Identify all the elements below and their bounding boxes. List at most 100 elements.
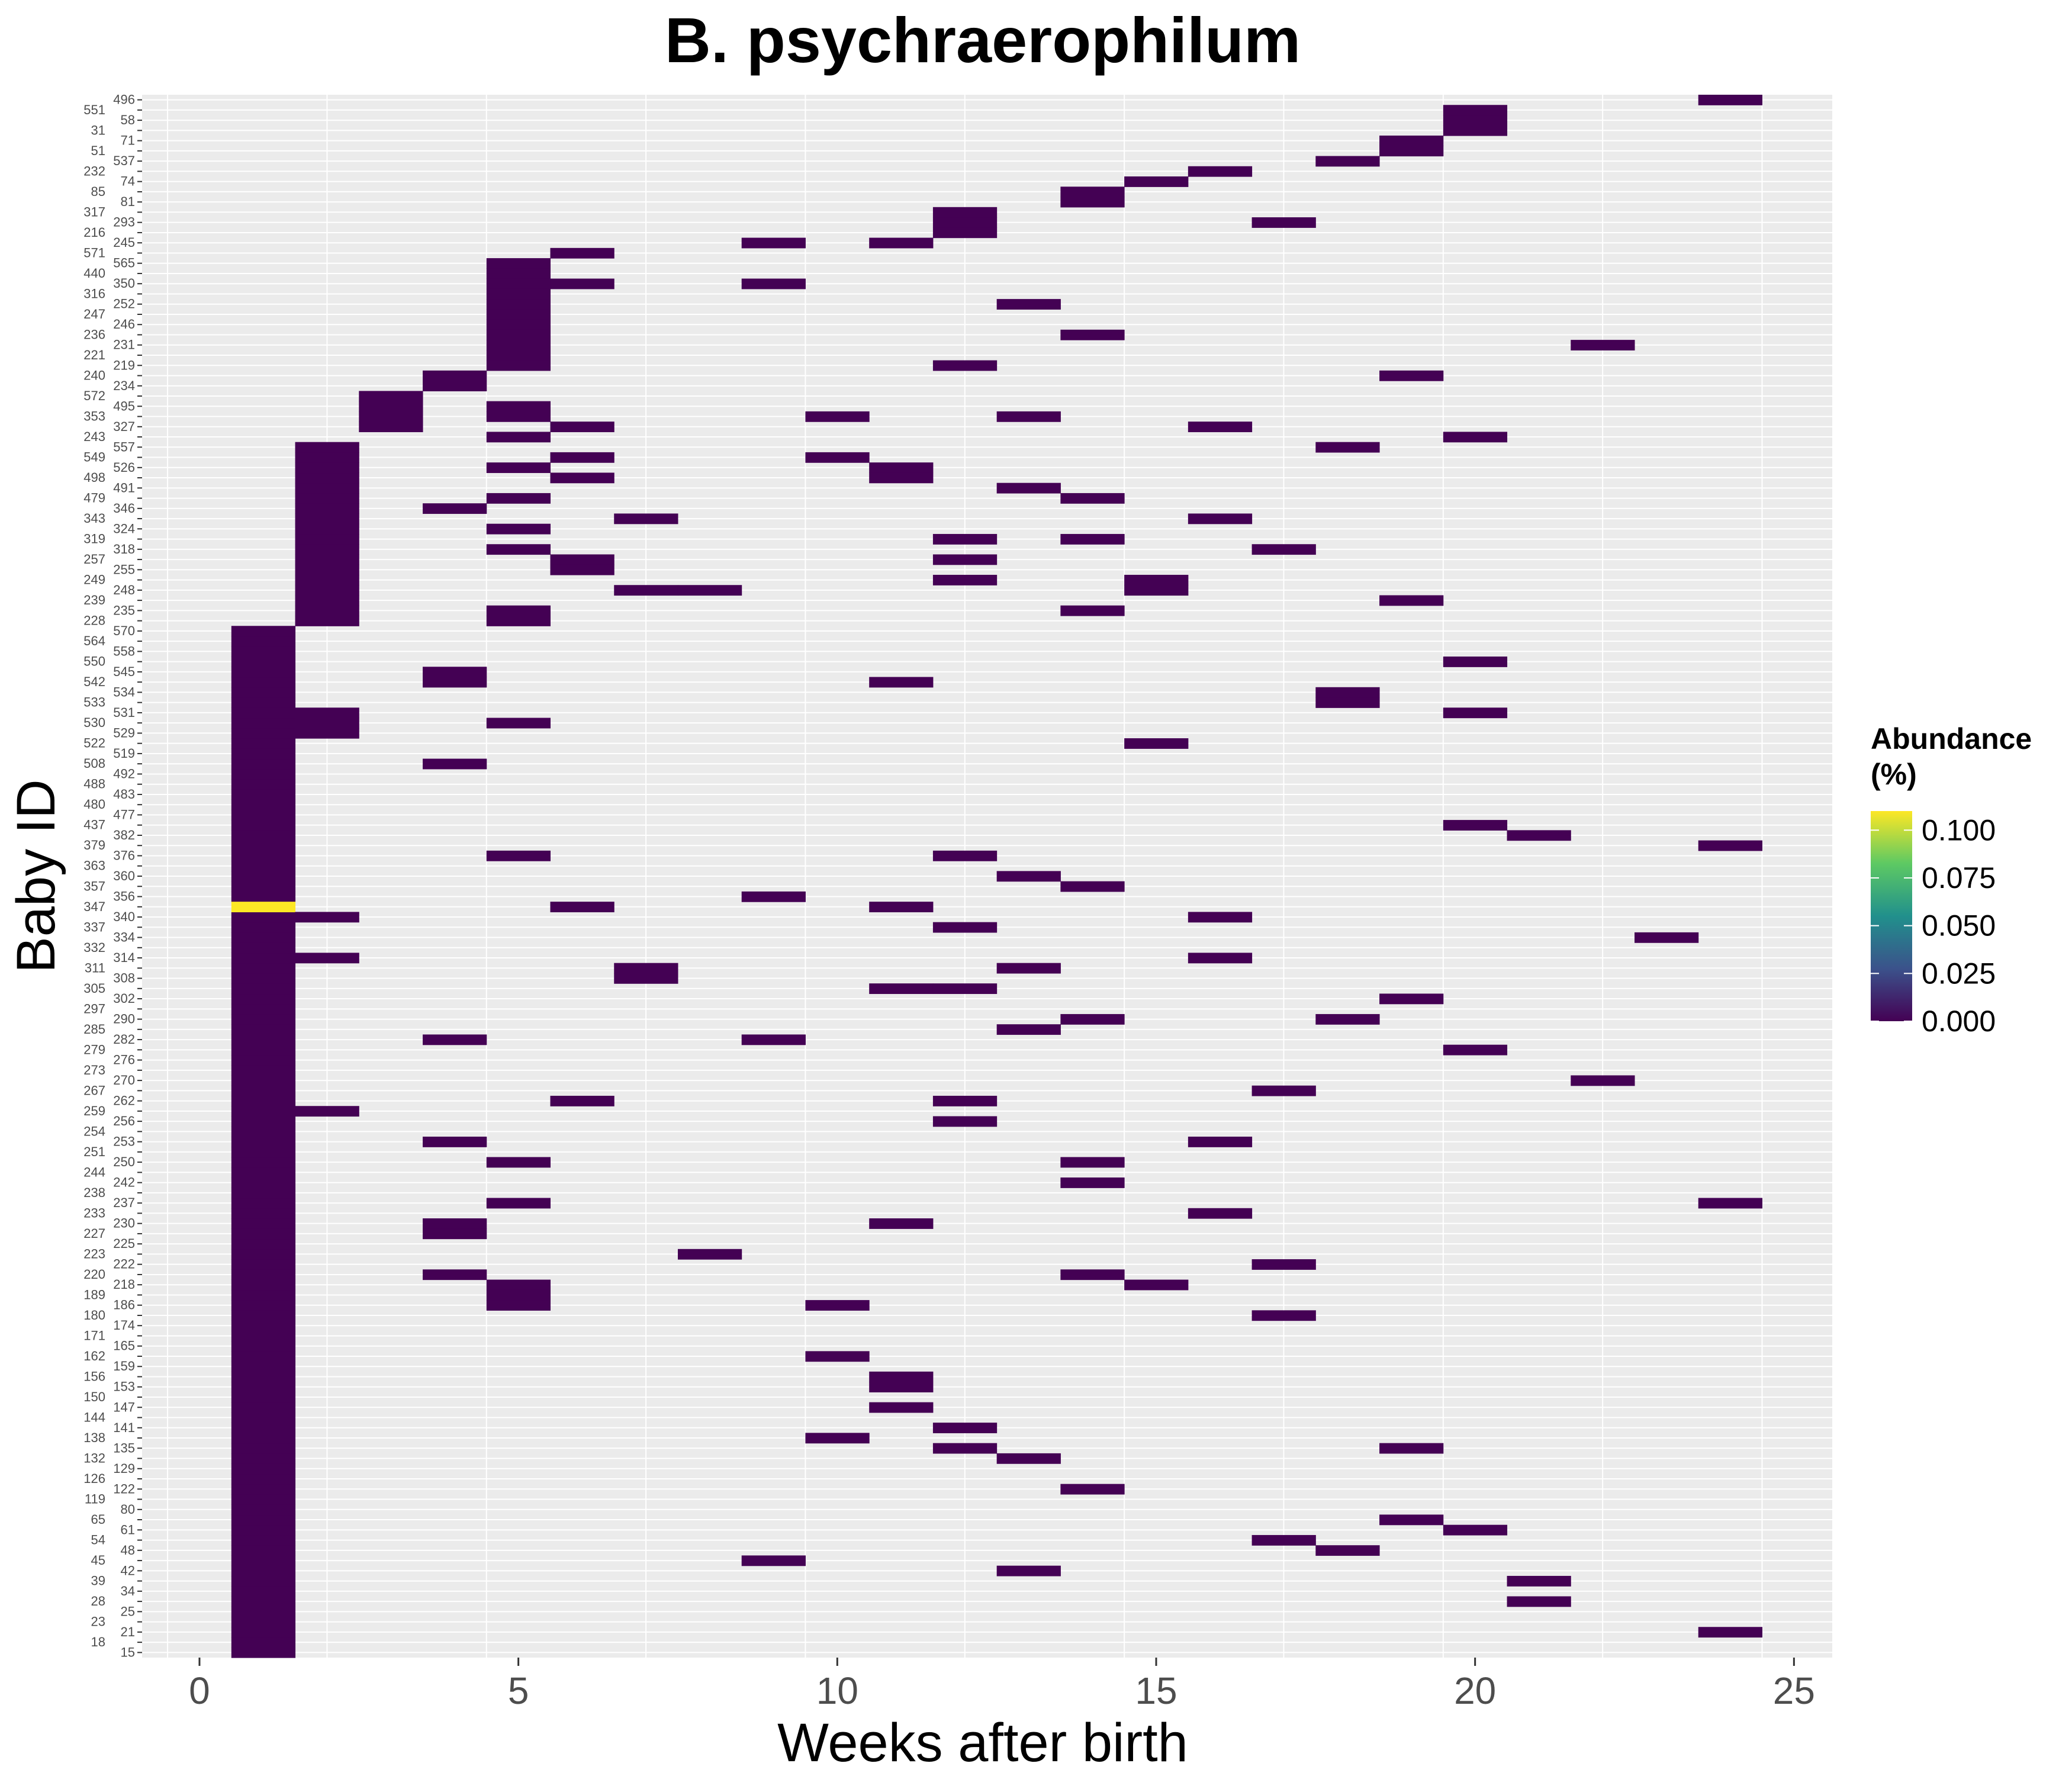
y-tick-label: 51 xyxy=(91,143,105,158)
y-tick-label: 332 xyxy=(83,940,105,955)
y-tick-label: 318 xyxy=(113,542,135,556)
heatmap-cell xyxy=(231,840,296,851)
heatmap-cell xyxy=(1507,1596,1571,1607)
heatmap-cell xyxy=(1379,370,1444,381)
y-tick-label: 28 xyxy=(91,1594,105,1608)
y-tick-label: 343 xyxy=(83,511,105,526)
heatmap-cell xyxy=(1698,840,1762,851)
heatmap-cell xyxy=(1124,585,1189,596)
heatmap-cell xyxy=(1443,820,1508,831)
y-tick-labels: 15 18 21 23 25 28 34 39 42 45 48 54 61 65 80 119 122 126 1… xyxy=(83,92,142,1659)
y-tick-label: 337 xyxy=(83,919,105,934)
y-tick-label: 126 xyxy=(83,1471,105,1486)
heatmap-cell xyxy=(231,636,296,647)
heatmap-cell xyxy=(231,1095,296,1106)
y-tick-label: 129 xyxy=(113,1461,135,1476)
y-tick-label: 558 xyxy=(113,644,135,658)
chart-title: B. psychraerophilum xyxy=(665,4,1301,76)
heatmap-cell xyxy=(231,1188,296,1199)
y-tick-label: 245 xyxy=(113,235,135,250)
heatmap-cell xyxy=(295,533,359,545)
y-tick-label: 508 xyxy=(83,756,105,771)
heatmap-cell xyxy=(1060,1177,1125,1188)
y-tick-label: 80 xyxy=(121,1502,135,1517)
y-tick-label: 319 xyxy=(83,532,105,546)
heatmap-cell xyxy=(550,554,614,565)
heatmap-cell xyxy=(805,1300,870,1311)
heatmap-cell xyxy=(231,707,296,719)
heatmap-cell xyxy=(231,1044,296,1056)
heatmap-cell xyxy=(231,1014,296,1025)
heatmap-cell xyxy=(1379,146,1444,157)
heatmap-cell xyxy=(231,1423,296,1433)
y-tick-label: 54 xyxy=(91,1533,105,1547)
heatmap-cell xyxy=(231,758,296,770)
heatmap-cell xyxy=(231,1003,296,1015)
y-tick-label: 186 xyxy=(113,1298,135,1312)
heatmap-cell xyxy=(1060,1157,1125,1168)
y-tick-label: 316 xyxy=(83,286,105,301)
heatmap-cell xyxy=(1698,1627,1762,1638)
y-tick-label: 141 xyxy=(113,1420,135,1435)
y-tick-label: 232 xyxy=(83,163,105,178)
y-tick-label: 42 xyxy=(121,1563,135,1578)
heatmap-cell xyxy=(231,1616,296,1627)
heatmap-cell xyxy=(295,452,359,463)
heatmap-cell xyxy=(231,1371,296,1382)
heatmap-cell xyxy=(486,493,551,504)
heatmap-cell xyxy=(231,973,296,984)
heatmap-cell xyxy=(486,329,551,340)
heatmap-cell xyxy=(996,871,1061,882)
heatmap-cell xyxy=(231,1412,296,1423)
heatmap-cell xyxy=(423,1034,487,1045)
y-tick-label: 218 xyxy=(113,1277,135,1292)
y-tick-label: 138 xyxy=(83,1430,105,1445)
y-tick-label: 530 xyxy=(83,715,105,730)
y-tick-label: 557 xyxy=(113,439,135,454)
heatmap-cell xyxy=(231,953,296,964)
y-tick-label: 255 xyxy=(113,562,135,577)
heatmap-cell xyxy=(231,1116,296,1127)
heatmap-cell xyxy=(1315,1545,1380,1556)
heatmap-cell xyxy=(295,472,359,484)
heatmap-cell xyxy=(231,1249,296,1260)
heatmap-cell xyxy=(231,1361,296,1372)
heatmap-cell xyxy=(741,237,806,249)
x-axis-title: Weeks after birth xyxy=(777,1713,1188,1773)
heatmap-cell xyxy=(423,1228,487,1240)
heatmap-cell xyxy=(1060,533,1125,545)
heatmap-cell xyxy=(550,902,614,912)
y-tick-label: 340 xyxy=(113,909,135,924)
y-tick-label: 572 xyxy=(83,388,105,403)
y-tick-label: 570 xyxy=(113,623,135,638)
y-tick-label: 346 xyxy=(113,501,135,516)
heatmap-cell xyxy=(1379,993,1444,1005)
y-tick-label: 314 xyxy=(113,950,135,965)
heatmap-cell xyxy=(231,922,296,933)
heatmap-cell xyxy=(231,1157,296,1168)
legend-tick-label: 0.000 xyxy=(1922,1005,1996,1038)
heatmap-cell xyxy=(231,1545,296,1556)
heatmap-cell xyxy=(614,973,678,984)
heatmap-cell xyxy=(231,697,296,708)
heatmap-cell xyxy=(295,595,359,606)
x-tick-label: 5 xyxy=(508,1669,529,1712)
heatmap-cell xyxy=(295,728,359,739)
heatmap-cell xyxy=(932,1443,998,1454)
y-tick-label: 293 xyxy=(113,215,135,230)
y-tick-label: 251 xyxy=(83,1144,105,1159)
heatmap-cell xyxy=(486,605,551,616)
heatmap-cell xyxy=(1379,136,1444,146)
heatmap-cell xyxy=(1124,574,1189,585)
heatmap-cell xyxy=(550,452,614,463)
heatmap-cell xyxy=(869,902,934,912)
heatmap-cell xyxy=(231,1279,296,1291)
y-tick-label: 279 xyxy=(83,1042,105,1057)
heatmap-cell xyxy=(423,1137,487,1147)
heatmap-cell xyxy=(1443,115,1508,126)
heatmap-cell xyxy=(932,360,998,371)
y-tick-label: 491 xyxy=(113,480,135,495)
y-tick-label: 180 xyxy=(83,1308,105,1323)
y-tick-label: 23 xyxy=(91,1614,105,1629)
heatmap-cell xyxy=(231,1575,296,1587)
